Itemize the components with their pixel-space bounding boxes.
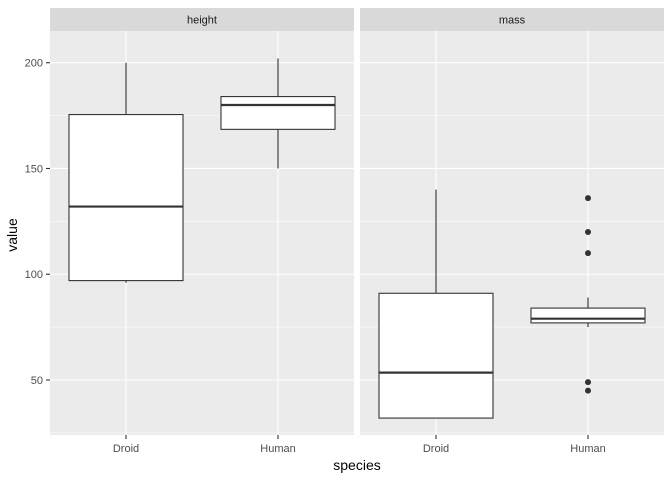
facet-panels: height mass <box>50 8 664 435</box>
box-mass-droid <box>378 189 494 419</box>
box-iqr <box>220 96 336 130</box>
facet-panel-height: height <box>50 8 354 435</box>
y-tick-label: 200 <box>25 58 43 70</box>
facet-strip-height <box>50 8 354 31</box>
facet-strip-label: height <box>187 15 217 27</box>
facet-strip-label: mass <box>499 15 526 27</box>
box-height-human <box>220 58 336 169</box>
y-tick-label: 100 <box>25 269 43 281</box>
y-tick-label: 50 <box>31 375 43 387</box>
outlier-point <box>585 228 591 235</box>
x-tick-label: Droid <box>423 443 449 455</box>
x-axis-title: species <box>333 457 380 473</box>
x-axis: Droid Human Droid Human <box>113 435 606 455</box>
outlier-point <box>585 195 591 202</box>
box-mass-human <box>530 195 646 394</box>
outlier-point <box>585 387 591 394</box>
box-iqr <box>378 292 494 419</box>
y-axis: 50 100 150 200 <box>25 58 50 387</box>
x-tick-label: Droid <box>113 443 139 455</box>
outlier-point <box>585 379 591 386</box>
facet-panel-mass: mass <box>360 8 664 435</box>
y-axis-title: value <box>4 218 20 252</box>
outlier-point <box>585 250 591 257</box>
box-height-droid <box>68 62 184 283</box>
x-tick-label: Human <box>260 443 295 455</box>
box-iqr <box>68 113 184 282</box>
facet-strip-mass <box>360 8 664 31</box>
box-iqr <box>530 307 646 324</box>
y-tick-label: 150 <box>25 163 43 175</box>
x-tick-label: Human <box>570 443 605 455</box>
